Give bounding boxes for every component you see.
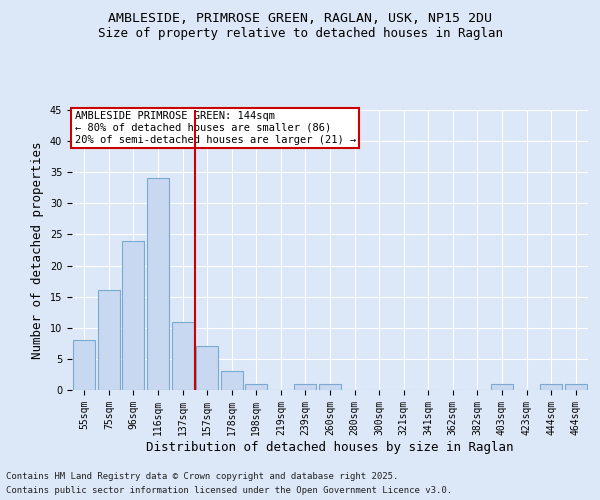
- Text: Size of property relative to detached houses in Raglan: Size of property relative to detached ho…: [97, 28, 503, 40]
- Bar: [491, 384, 513, 390]
- Bar: [122, 240, 145, 390]
- Bar: [172, 322, 194, 390]
- Bar: [98, 290, 120, 390]
- Bar: [540, 384, 562, 390]
- Bar: [147, 178, 169, 390]
- Bar: [196, 346, 218, 390]
- Bar: [565, 384, 587, 390]
- Bar: [295, 384, 316, 390]
- Bar: [73, 340, 95, 390]
- X-axis label: Distribution of detached houses by size in Raglan: Distribution of detached houses by size …: [146, 440, 514, 454]
- Bar: [245, 384, 268, 390]
- Text: AMBLESIDE PRIMROSE GREEN: 144sqm
← 80% of detached houses are smaller (86)
20% o: AMBLESIDE PRIMROSE GREEN: 144sqm ← 80% o…: [74, 112, 356, 144]
- Y-axis label: Number of detached properties: Number of detached properties: [31, 141, 44, 359]
- Text: Contains public sector information licensed under the Open Government Licence v3: Contains public sector information licen…: [6, 486, 452, 495]
- Bar: [221, 372, 243, 390]
- Text: AMBLESIDE, PRIMROSE GREEN, RAGLAN, USK, NP15 2DU: AMBLESIDE, PRIMROSE GREEN, RAGLAN, USK, …: [108, 12, 492, 26]
- Text: Contains HM Land Registry data © Crown copyright and database right 2025.: Contains HM Land Registry data © Crown c…: [6, 472, 398, 481]
- Bar: [319, 384, 341, 390]
